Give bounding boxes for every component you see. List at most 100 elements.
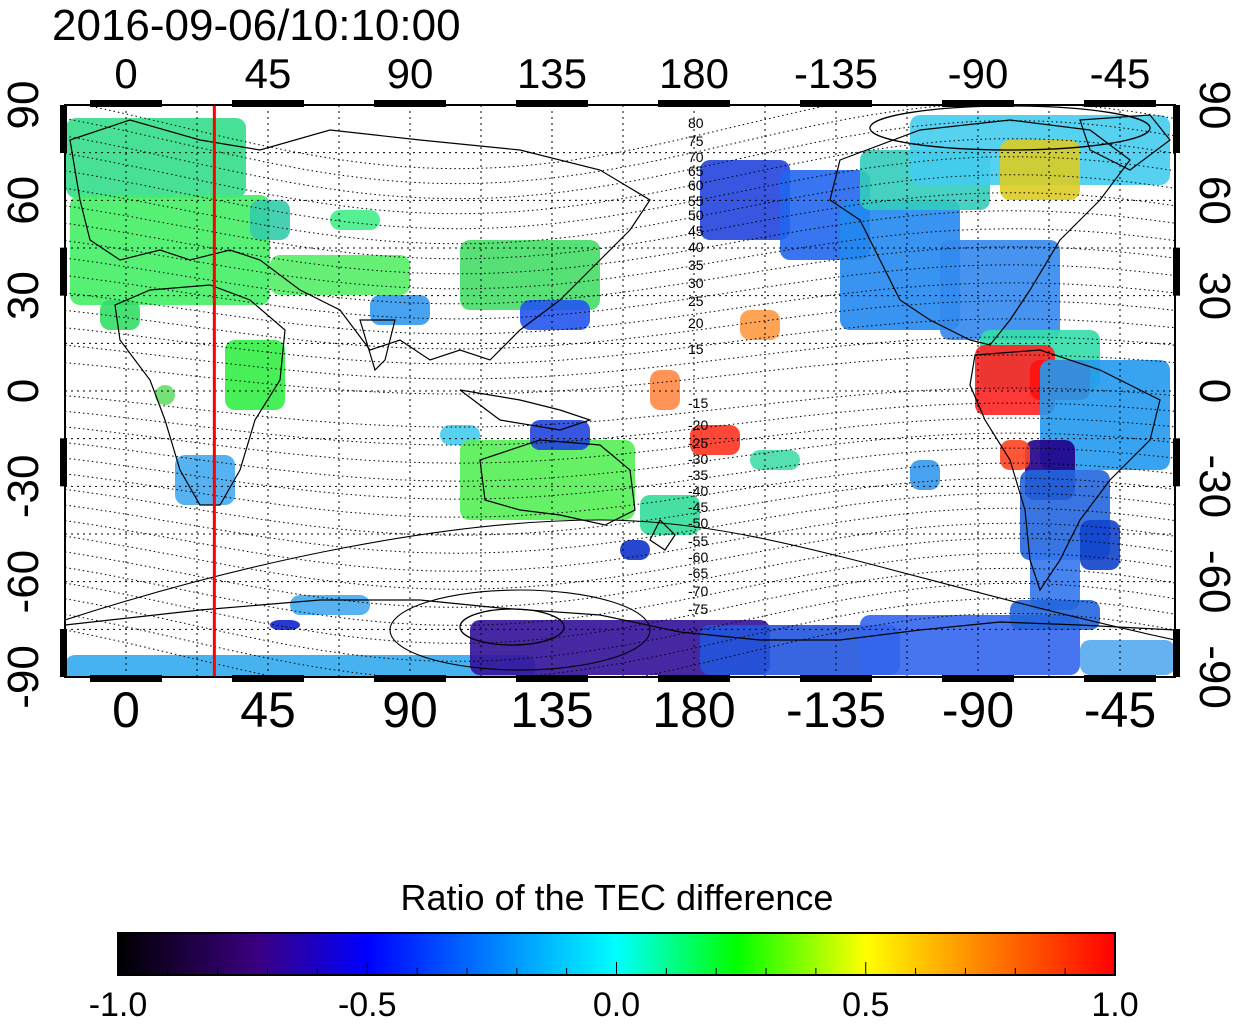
contour-label: -65 — [688, 565, 708, 581]
tec-patch — [250, 200, 290, 240]
coastline — [1079, 114, 1171, 171]
contour-label: 35 — [688, 257, 704, 273]
y-tick-label-right: -30 — [1190, 455, 1239, 519]
coastline — [359, 319, 396, 372]
x-tick-label-top: 180 — [659, 50, 729, 97]
frame-tick — [1084, 100, 1156, 107]
tec-patch — [940, 240, 1060, 340]
frame-tick — [232, 100, 304, 107]
tec-patch — [155, 385, 175, 405]
contour-line — [65, 246, 1175, 305]
frame-tick — [800, 100, 872, 107]
tec-patch — [530, 420, 590, 450]
contour-label: 60 — [688, 177, 704, 193]
contour-line — [65, 492, 1175, 554]
frame-tick — [516, 100, 588, 107]
contour-label: -15 — [688, 395, 708, 411]
contour-line — [65, 120, 1175, 200]
x-tick-label-top: 0 — [114, 50, 137, 97]
colorbar-tick-label: 0.0 — [593, 986, 640, 1024]
contour-line — [65, 612, 1175, 677]
frame-tick — [232, 675, 304, 682]
contour-line — [65, 507, 1175, 572]
contour-label: -30 — [688, 451, 708, 467]
contour-label: -75 — [688, 601, 708, 617]
x-tick-label-top: 90 — [387, 50, 434, 97]
tec-patch — [520, 300, 590, 330]
y-tick-label-left: 30 — [0, 271, 48, 320]
contour-label: -20 — [688, 417, 708, 433]
contour-label: 55 — [688, 193, 704, 209]
tec-patch — [690, 425, 740, 455]
contour-label: 80 — [688, 115, 704, 131]
frame-tick — [1173, 438, 1180, 487]
contour-line — [81, 105, 834, 170]
y-axis-left: 90 60 30 0 -30 -60 -90 — [0, 81, 48, 709]
coastline — [114, 284, 286, 506]
contour-label: 30 — [688, 275, 704, 291]
x-tick-label-top: 45 — [245, 50, 292, 97]
coastline — [969, 349, 1161, 592]
tec-patch — [840, 200, 960, 330]
contour-label: 70 — [688, 149, 704, 165]
contour-label: -45 — [688, 499, 708, 515]
timestamp-title: 2016-09-06/10:10:00 — [52, 1, 461, 50]
map-frame — [64, 104, 1176, 678]
coastline — [829, 119, 1131, 346]
x-tick-label-top: -45 — [1090, 50, 1151, 97]
contour-line — [65, 210, 1175, 275]
colorbar-tick-label: -0.5 — [338, 986, 397, 1024]
y-tick-label-left: 60 — [0, 176, 48, 225]
contour-label: -55 — [688, 533, 708, 549]
tec-patch — [65, 655, 535, 677]
frame-tick — [942, 100, 1014, 107]
tec-patch — [1000, 140, 1080, 200]
tec-patch — [70, 195, 270, 305]
x-tick-label-top: 135 — [517, 50, 587, 97]
contour-label: 25 — [688, 293, 704, 309]
frame-tick — [90, 675, 162, 682]
grid-lines — [65, 105, 1175, 677]
tec-patch — [100, 300, 140, 330]
contour-line — [65, 228, 1175, 290]
tec-patch — [1040, 360, 1170, 470]
y-tick-label-right: 90 — [1190, 81, 1239, 130]
contour-line — [65, 138, 1175, 215]
contour-label: -70 — [688, 583, 708, 599]
contour-label: 20 — [688, 315, 704, 331]
contour-label: -50 — [688, 515, 708, 531]
y-tick-label-left: -60 — [0, 550, 48, 614]
y-axis-right: 90 60 30 0 -30 -60 -90 — [1190, 81, 1239, 709]
frame-tick — [516, 675, 588, 682]
frame-tick — [658, 675, 730, 682]
contour-line — [65, 519, 1175, 641]
colorbar-title: Ratio of the TEC difference — [401, 877, 834, 918]
tec-data-patches — [65, 115, 1175, 677]
tec-patch — [1000, 440, 1030, 470]
y-tick-label-right: -90 — [1190, 645, 1239, 709]
contour-line — [65, 264, 1175, 320]
y-tick-label-right: 30 — [1190, 271, 1239, 320]
coastline — [459, 389, 592, 431]
tec-patch — [330, 210, 380, 230]
colorbar-tick-label: 1.0 — [1091, 986, 1138, 1024]
colorbar-tick-label: -1.0 — [89, 986, 148, 1024]
tec-patch — [370, 295, 430, 325]
y-tick-label-left: 0 — [0, 379, 48, 403]
tec-patch — [460, 240, 600, 310]
colorbar-tick-label: 0.5 — [842, 986, 889, 1024]
frame-ticks — [60, 100, 1180, 682]
tec-patch — [175, 455, 235, 505]
tec-patch — [290, 595, 370, 615]
tec-patch — [650, 370, 680, 410]
frame-tick — [942, 675, 1014, 682]
x-tick-label-top: -135 — [794, 50, 878, 97]
y-tick-label-left: -30 — [0, 455, 48, 519]
tec-patch — [1030, 550, 1080, 610]
frame-tick — [374, 675, 446, 682]
x-axis-bottom: 0 45 90 135 180 -135 -90 -45 — [112, 682, 1156, 738]
tec-patch — [460, 440, 635, 520]
y-tick-label-left: 90 — [0, 81, 48, 130]
